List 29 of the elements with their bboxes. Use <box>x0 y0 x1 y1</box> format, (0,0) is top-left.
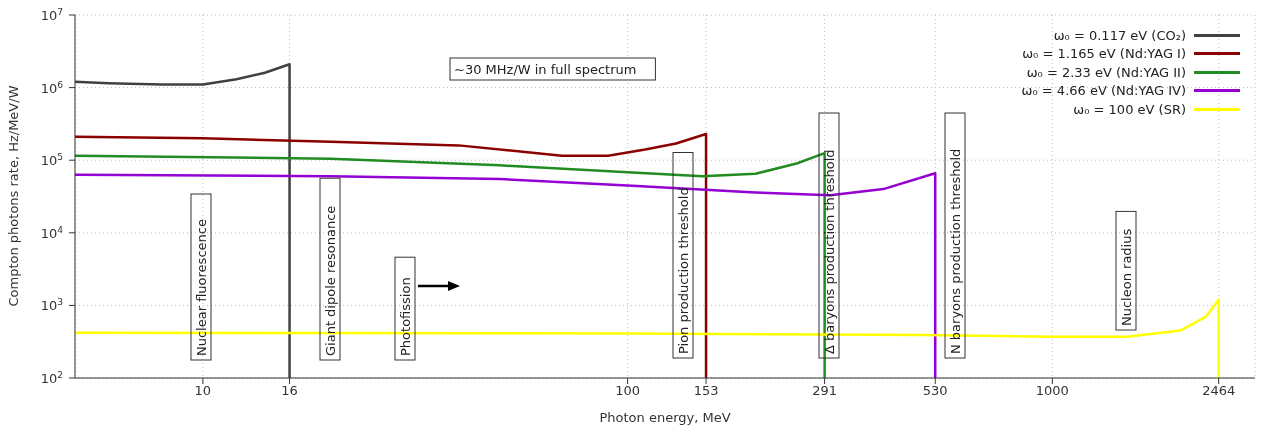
annotation: Nuclear fluorescence <box>194 219 209 356</box>
legend-label: ω₀ = 1.165 eV (Nd:YAG I) <box>1022 46 1186 62</box>
annotation: Photofission <box>398 277 413 356</box>
y-tick-label: 10$^{3}$ <box>40 297 64 314</box>
x-tick-label: 2464 <box>1202 383 1236 399</box>
annotation: Giant dipole resonance <box>323 205 338 356</box>
x-axis-title: Photon energy, MeV <box>599 410 731 425</box>
annotation: N baryons production threshold <box>948 148 963 354</box>
y-tick-label: 10$^{2}$ <box>40 370 63 386</box>
x-tick-label: 291 <box>812 383 838 399</box>
annotation: Pion production threshold <box>676 187 691 354</box>
annotation: ~30 MHz/W in full spectrum <box>454 62 637 77</box>
x-tick-label: 153 <box>693 383 719 399</box>
legend-label: ω₀ = 4.66 eV (Nd:YAG IV) <box>1021 83 1186 99</box>
x-tick-label: 1000 <box>1035 383 1069 399</box>
annotation: Nucleon radius <box>1119 228 1134 326</box>
legend-label: ω₀ = 0.117 eV (CO₂) <box>1053 27 1186 43</box>
y-tick-label: 10$^{5}$ <box>40 152 63 169</box>
legend-label: ω₀ = 100 eV (SR) <box>1073 101 1186 117</box>
x-tick-label: 16 <box>281 383 298 399</box>
x-tick-label: 530 <box>922 383 948 399</box>
y-axis-title: Compton photons rate, Hz/MeV/W <box>5 85 21 307</box>
y-tick-label: 10$^{4}$ <box>40 224 64 241</box>
annotation: Δ baryons production threshold <box>822 149 837 354</box>
y-tick-label: 10$^{7}$ <box>40 7 64 23</box>
x-tick-label: 100 <box>615 383 641 399</box>
x-tick-label: 10 <box>194 383 212 399</box>
y-tick-label: 10$^{6}$ <box>40 79 64 96</box>
legend-label: ω₀ = 2.33 eV (Nd:YAG II) <box>1026 64 1186 80</box>
